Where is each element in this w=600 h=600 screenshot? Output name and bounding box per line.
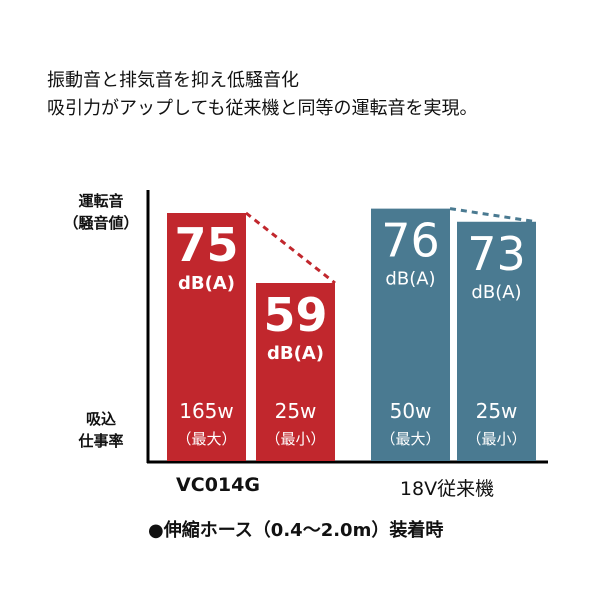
bar-mode-label-1-1: （最小） — [466, 430, 526, 448]
y-axis-label-power-line1: 吸込 — [85, 410, 116, 428]
connector-0 — [245, 211, 336, 285]
bar-power-label-1-1: 25w — [476, 399, 518, 423]
bar-unit-label-1-0: dB(A) — [385, 269, 435, 290]
bar-value-label-0-0: 75 — [174, 218, 238, 272]
y-axis-label-power-line2: 仕事率 — [78, 432, 124, 450]
bar-unit-label-0-1: dB(A) — [267, 343, 324, 364]
bar-0-1 — [256, 283, 335, 461]
headline-line-2: 吸引力がアップしても従来機と同等の運転音を実現。 — [47, 98, 478, 119]
bar-power-label-1-0: 50w — [390, 399, 432, 423]
bar-power-label-0-0: 165w — [179, 399, 234, 423]
bar-1-1 — [457, 221, 536, 461]
y-axis-label-noise: 運転音 （騒音値） — [58, 190, 144, 234]
bar-value-label-1-1: 73 — [467, 227, 526, 281]
headline-line-1: 振動音と排気音を抑え低騒音化 — [47, 70, 299, 91]
bar-value-label-0-1: 59 — [263, 288, 327, 342]
bar-mode-label-0-0: （最大） — [176, 430, 236, 448]
bar-unit-label-1-1: dB(A) — [471, 282, 521, 303]
bar-mode-label-1-0: （最大） — [380, 430, 440, 448]
group-label-vc014g: VC014G — [176, 474, 260, 496]
headline: 振動音と排気音を抑え低騒音化 吸引力がアップしても従来機と同等の運転音を実現。 — [47, 67, 478, 123]
y-axis-label-noise-line1: 運転音 — [78, 192, 124, 210]
y-axis-label-noise-line2: （騒音値） — [63, 214, 139, 232]
bar-1-0 — [371, 208, 450, 461]
bar-power-label-0-1: 25w — [275, 399, 317, 423]
bar-0-0 — [167, 213, 246, 461]
bar-unit-label-0-0: dB(A) — [178, 273, 235, 294]
bar-mode-label-0-1: （最小） — [265, 430, 325, 448]
connector-1 — [449, 207, 537, 224]
footnote: ●伸縮ホース（0.4〜2.0m）装着時 — [148, 520, 444, 541]
bar-value-label-1-0: 76 — [381, 214, 440, 268]
group-label-18v: 18V従来機 — [399, 478, 495, 500]
y-axis-label-power: 吸込 仕事率 — [58, 408, 144, 452]
